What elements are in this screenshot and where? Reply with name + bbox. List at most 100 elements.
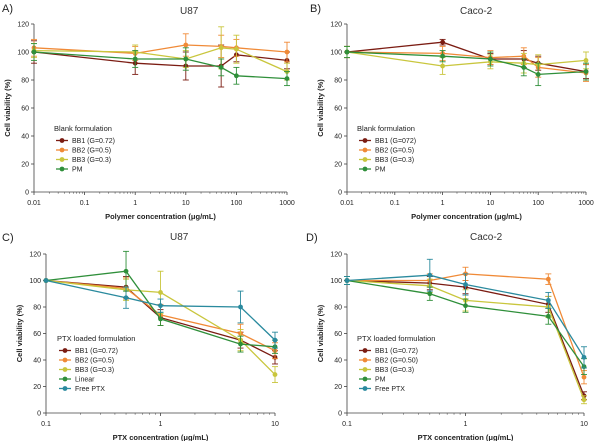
series-line bbox=[33, 44, 288, 55]
legend-swatch-marker bbox=[362, 357, 368, 363]
series-bb1 bbox=[344, 38, 589, 80]
data-point bbox=[427, 291, 433, 297]
y-tick-label: 80 bbox=[334, 305, 342, 312]
y-tick-label: 120 bbox=[29, 252, 41, 259]
panel-a: A) U87 0 20 40 60 80 100 120 0.01 0.1 1 10 100 1000 Cel… bbox=[2, 3, 295, 221]
data-point bbox=[234, 73, 239, 79]
y-tick-label: 60 bbox=[21, 106, 29, 113]
legend-entry: Free PTX bbox=[375, 386, 405, 393]
series-line bbox=[346, 51, 587, 74]
data-point bbox=[238, 341, 243, 347]
data-point bbox=[344, 49, 350, 55]
legend-entry: BB3 (G=0.3) bbox=[375, 157, 414, 164]
series-bb2 bbox=[31, 33, 290, 63]
legend-entry: BB2 (G=0.5) bbox=[75, 358, 114, 365]
data-point bbox=[218, 65, 224, 70]
legend-swatch-marker bbox=[362, 138, 368, 143]
data-point bbox=[183, 42, 189, 48]
series-bb3 bbox=[31, 26, 290, 81]
data-point bbox=[344, 278, 350, 283]
x-tick-label: 100 bbox=[532, 200, 544, 207]
x-tick-label: 10 bbox=[487, 200, 495, 207]
y-tick-label: 60 bbox=[33, 331, 41, 338]
legend-title: Blank formulation bbox=[357, 124, 415, 133]
series-line bbox=[346, 51, 587, 67]
y-tick-label: 40 bbox=[334, 358, 342, 365]
x-tick-label: 0.1 bbox=[41, 421, 51, 428]
x-tick-label: 100 bbox=[231, 200, 243, 207]
y-tick-label: 40 bbox=[334, 134, 342, 141]
y-tick-label: 80 bbox=[334, 78, 342, 85]
legend-swatch-marker bbox=[362, 147, 368, 153]
legend-entry: BB2 (G=0.5) bbox=[72, 148, 111, 155]
data-point bbox=[284, 49, 290, 55]
y-tick-label: 100 bbox=[17, 50, 29, 57]
y-tick-label: 20 bbox=[334, 162, 342, 169]
x-tick-label: 0.01 bbox=[340, 200, 354, 207]
x-axis-label: PTX concentration (μg/mL) bbox=[113, 433, 209, 441]
data-point bbox=[123, 268, 129, 274]
legend-entry: BB1 (G=072) bbox=[375, 138, 416, 145]
chart-title: U87 bbox=[170, 232, 189, 243]
data-point bbox=[183, 56, 189, 62]
y-tick-label: 120 bbox=[330, 22, 342, 29]
legend-swatch-marker bbox=[362, 348, 368, 353]
legend-swatch-marker bbox=[362, 386, 368, 391]
panel-label: C) bbox=[2, 232, 14, 244]
data-point bbox=[158, 303, 163, 309]
legend-swatch-marker bbox=[362, 166, 368, 172]
data-point bbox=[581, 374, 587, 380]
x-tick-label: 10 bbox=[182, 200, 190, 207]
x-tick-label: 1 bbox=[464, 421, 468, 428]
legend: PTX loaded formulation BB1 (G=0.72) BB2 (G… bbox=[57, 334, 135, 393]
x-tick-label: 0.1 bbox=[342, 421, 352, 428]
data-point bbox=[272, 337, 278, 343]
legend-entry: BB1 (G=0.72) bbox=[72, 138, 115, 145]
series-line bbox=[346, 41, 587, 73]
data-point bbox=[440, 53, 445, 59]
series-pm bbox=[344, 45, 589, 87]
legend-swatch-marker bbox=[362, 157, 368, 162]
data-point bbox=[583, 69, 589, 74]
legend-entry: BB2 (G=0.50) bbox=[375, 358, 418, 365]
y-tick-label: 20 bbox=[33, 384, 41, 391]
data-point bbox=[463, 303, 468, 309]
y-tick-label: 40 bbox=[33, 358, 41, 365]
legend-entry: BB3 (G=0.3) bbox=[72, 157, 111, 164]
y-tick-label: 0 bbox=[338, 190, 342, 197]
y-tick-label: 60 bbox=[334, 331, 342, 338]
data-point bbox=[284, 76, 290, 81]
legend-entry: Free PTX bbox=[75, 386, 105, 393]
x-tick-label: 0.1 bbox=[390, 200, 400, 207]
x-tick-label: 10 bbox=[271, 421, 279, 428]
series-bb1 bbox=[31, 40, 290, 88]
data-point bbox=[535, 72, 541, 77]
data-point bbox=[123, 295, 129, 301]
data-point bbox=[545, 313, 551, 319]
legend-title: PTX loaded formulation bbox=[57, 334, 135, 343]
data-point bbox=[218, 45, 224, 51]
data-point bbox=[545, 297, 551, 303]
x-axis-label: PTX concentration (μg/mL) bbox=[418, 433, 514, 441]
data-point bbox=[238, 304, 243, 310]
data-point bbox=[132, 56, 138, 62]
y-tick-label: 100 bbox=[29, 278, 41, 285]
series-pm bbox=[31, 43, 290, 87]
panel-c: C) U87 0 20 40 60 80 100 120 0.1 1 10 Cell viability… bbox=[2, 232, 279, 441]
legend-swatch-marker bbox=[362, 367, 368, 372]
y-axis-label: Cell viability (%) bbox=[316, 79, 325, 137]
data-point bbox=[43, 278, 49, 283]
x-tick-label: 10 bbox=[580, 421, 588, 428]
data-point bbox=[521, 65, 527, 70]
y-tick-label: 120 bbox=[17, 22, 29, 29]
panel-label: A) bbox=[2, 3, 13, 15]
x-tick-label: 0.1 bbox=[80, 200, 90, 207]
data-point bbox=[234, 46, 239, 52]
panel-label: D) bbox=[306, 232, 318, 244]
data-point bbox=[581, 354, 587, 360]
legend-swatch-marker bbox=[59, 166, 65, 172]
data-point bbox=[583, 58, 589, 63]
y-tick-label: 60 bbox=[334, 106, 342, 113]
legend-swatch-marker bbox=[59, 157, 65, 162]
